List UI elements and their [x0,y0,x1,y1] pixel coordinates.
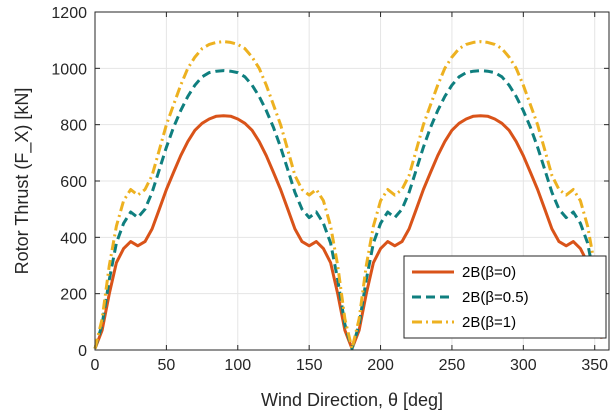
x-axis-label: Wind Direction, θ [deg] [261,390,443,410]
y-tick-label: 400 [60,230,87,247]
series-layer [93,40,604,351]
y-tick-label: 200 [60,287,87,304]
y-tick-label: 0 [78,343,87,360]
legend-label-2: 2B(β=0.5) [462,289,529,306]
legend-box [403,255,607,339]
x-tick-label: 150 [296,357,323,374]
legend: 2B(β=0) 2B(β=0.5) 2B(β=1) [403,255,607,339]
x-tick-label: 350 [581,357,608,374]
y-tick-label: 800 [60,118,87,135]
x-tick-label: 250 [439,357,466,374]
y-axis-ticks: 0 200 400 600 800 1000 1200 [51,5,609,360]
y-tick-label: 1200 [51,5,87,22]
y-tick-label: 600 [60,174,87,191]
x-axis-ticks: 0 50 100 150 200 250 300 350 [91,12,608,374]
x-tick-label: 100 [224,357,251,374]
legend-label-1: 2B(β=0) [462,264,516,281]
y-tick-label: 1000 [51,61,87,78]
legend-label-3: 2B(β=1) [462,314,516,331]
y-axis-label: Rotor Thrust (F_X) [kN] [12,88,33,275]
x-tick-label: 300 [510,357,537,374]
series-line-3 [93,40,604,351]
x-tick-label: 50 [157,357,175,374]
x-tick-label: 0 [91,357,100,374]
x-tick-label: 200 [367,357,394,374]
